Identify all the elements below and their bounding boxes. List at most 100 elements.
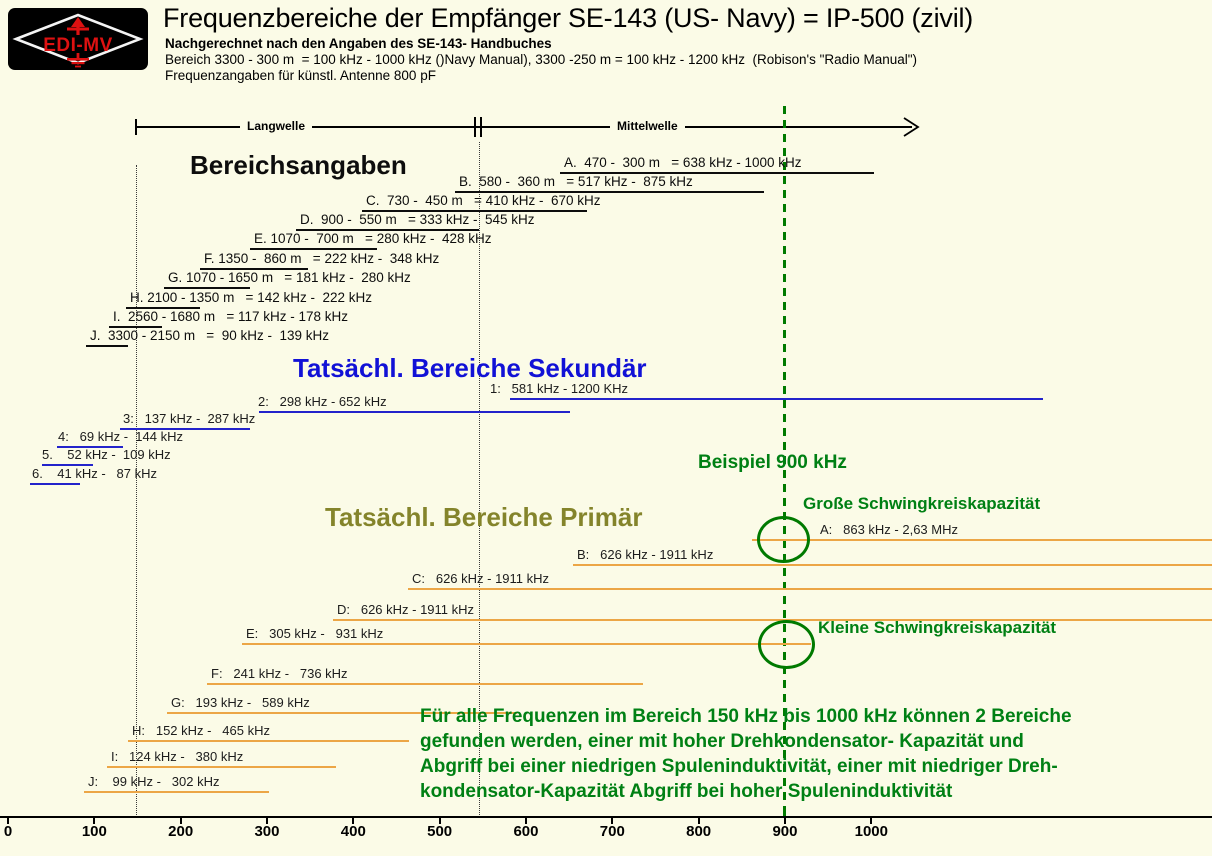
axis-tick-1000: [870, 817, 873, 824]
axis-tick-100: [93, 817, 96, 824]
langwelle-label: Langwelle: [240, 119, 313, 133]
axis-tick-label-200: 200: [168, 823, 194, 840]
range-label-2-I: I: 124 kHz - 380 kHz: [111, 749, 244, 764]
range-line-2-J: [84, 791, 269, 793]
range-line-2-B: [573, 564, 1212, 566]
waveband-break-icon: [474, 117, 476, 137]
dotted-guide-545khz: [479, 142, 480, 817]
axis-tick-label-100: 100: [81, 823, 107, 840]
range-label-1-4: 4: 69 kHz - 144 kHz: [58, 429, 183, 444]
bottom-note-line: Abgriff bei einer niedrigen Spulenindukt…: [420, 756, 1058, 777]
range-label-0-A: A. 470 - 300 m = 638 kHz - 1000 kHz: [564, 155, 802, 170]
axis-tick-label-500: 500: [427, 823, 453, 840]
logo-diamond-icon: EDI-MV: [8, 8, 148, 70]
range-label-0-F: F. 1350 - 860 m = 222 kHz - 348 kHz: [204, 251, 440, 266]
range-label-0-I: I. 2560 - 1680 m = 117 kHz - 178 kHz: [113, 309, 348, 324]
example-900khz-tick: [783, 806, 786, 816]
right-arrow-icon: [903, 117, 920, 137]
bottom-note: Für alle Frequenzen im Bereich 150 kHz b…: [420, 704, 1072, 804]
range-line-0-F: [200, 268, 308, 270]
range-line-1-4: [57, 446, 123, 448]
range-line-2-D: [333, 619, 1212, 621]
range-line-2-F: [207, 683, 643, 685]
axis-tick-200: [179, 817, 182, 824]
range-line-2-C: [408, 588, 1212, 590]
range-label-2-G: G: 193 kHz - 589 kHz: [171, 695, 310, 710]
range-line-0-C: [362, 210, 587, 212]
frequency-axis: [0, 816, 1212, 818]
range-line-2-I: [107, 766, 336, 768]
subtitle-ranges: Bereich 3300 - 300 m = 100 kHz - 1000 kH…: [165, 52, 918, 67]
subtitle-antenna: Frequenzangaben für künstl. Antenne 800 …: [165, 68, 436, 83]
range-line-0-H: [126, 307, 200, 309]
range-line-0-I: [109, 326, 162, 328]
bottom-note-line: gefunden werden, einer mit hoher Drehkon…: [420, 731, 1024, 752]
beispiel-900khz-label: Beispiel 900 kHz: [698, 452, 847, 473]
waveband-axis-start-tick: [135, 119, 137, 135]
axis-tick-0: [7, 817, 9, 824]
range-line-0-E: [250, 248, 377, 250]
range-line-0-D: [296, 229, 479, 231]
axis-tick-label-700: 700: [599, 823, 625, 840]
range-label-2-J: J: 99 kHz - 302 kHz: [88, 774, 220, 789]
grosse-kapazitaet-label: Große Schwingkreiskapazität: [803, 494, 1041, 513]
section-heading-bereichsangaben: Bereichsangaben: [190, 150, 407, 180]
axis-tick-label-600: 600: [513, 823, 539, 840]
range-line-1-6: [30, 483, 80, 485]
range-line-2-E: [242, 643, 811, 645]
range-label-2-D: D: 626 kHz - 1911 kHz: [337, 602, 475, 617]
range-label-2-H: H: 152 kHz - 465 kHz: [132, 723, 270, 738]
bottom-note-line: Für alle Frequenzen im Bereich 150 kHz b…: [420, 706, 1072, 727]
dotted-guide-150khz: [136, 165, 137, 817]
axis-tick-400: [352, 817, 355, 824]
range-label-1-6: 6. 41 kHz - 87 kHz: [32, 466, 157, 481]
small-capacitance-circle-icon: [758, 620, 815, 669]
axis-tick-500: [438, 817, 441, 824]
range-label-1-5: 5. 52 kHz - 109 kHz: [42, 447, 171, 462]
range-label-0-J: J. 3300 - 2150 m = 90 kHz - 139 kHz: [90, 328, 329, 343]
range-line-1-1: [510, 398, 1043, 400]
range-line-1-3: [120, 428, 250, 430]
range-label-2-F: F: 241 kHz - 736 kHz: [211, 666, 348, 681]
example-900khz-line: [783, 106, 786, 817]
axis-tick-300: [265, 817, 268, 824]
subtitle-recalculated: Nachgerechnet nach den Angaben des SE-14…: [165, 36, 552, 51]
range-label-0-B: B. 580 - 360 m = 517 kHz - 875 kHz: [459, 174, 693, 189]
range-label-2-B: B: 626 kHz - 1911 kHz: [577, 547, 714, 562]
logo-text: EDI-MV: [43, 35, 113, 56]
edi-mv-logo: EDI-MV: [8, 8, 148, 75]
range-line-2-A: [752, 539, 1212, 541]
range-line-0-B: [455, 191, 764, 193]
range-line-0-G: [164, 287, 250, 289]
kleine-kapazitaet-label: Kleine Schwingkreiskapazität: [818, 618, 1057, 637]
range-label-2-A: A: 863 kHz - 2,63 MHz: [820, 522, 958, 537]
mittelwelle-label: Mittelwelle: [610, 119, 685, 133]
logo-ground-icon: [67, 53, 89, 68]
axis-tick-label-400: 400: [340, 823, 366, 840]
logo-antenna-icon: [67, 17, 89, 35]
range-label-0-E: E. 1070 - 700 m = 280 kHz - 428 kHz: [254, 231, 492, 246]
axis-tick-label-1000: 1000: [854, 823, 888, 840]
axis-tick-900: [783, 817, 786, 824]
axis-tick-800: [697, 817, 700, 824]
bottom-note-line: kondensator-Kapazität Abgriff bei hoher …: [420, 781, 953, 802]
range-label-0-C: C. 730 - 450 m = 410 kHz - 670 kHz: [366, 193, 601, 208]
large-capacitance-circle-icon: [757, 516, 810, 563]
axis-tick-700: [611, 817, 614, 824]
axis-tick-label-300: 300: [254, 823, 280, 840]
waveband-break-icon: [480, 117, 482, 137]
range-line-1-5: [42, 464, 93, 466]
range-label-0-H: H. 2100 - 1350 m = 142 kHz - 222 kHz: [130, 290, 372, 305]
axis-tick-label-900: 900: [772, 823, 798, 840]
range-label-0-D: D. 900 - 550 m = 333 kHz - 545 kHz: [300, 212, 535, 227]
page-title: Frequenzbereiche der Empfänger SE-143 (U…: [163, 3, 974, 33]
waveband-axis-line: [136, 126, 912, 128]
range-label-2-C: C: 626 kHz - 1911 kHz: [412, 571, 550, 586]
range-line-0-J: [86, 345, 128, 347]
axis-tick-600: [524, 817, 527, 824]
range-line-1-2: [259, 411, 570, 413]
section-heading-sekundaer: Tatsächl. Bereiche Sekundär: [293, 353, 647, 383]
section-heading-primaer: Tatsächl. Bereiche Primär: [325, 502, 643, 532]
range-label-1-3: 3: 137 kHz - 287 kHz: [123, 411, 256, 426]
